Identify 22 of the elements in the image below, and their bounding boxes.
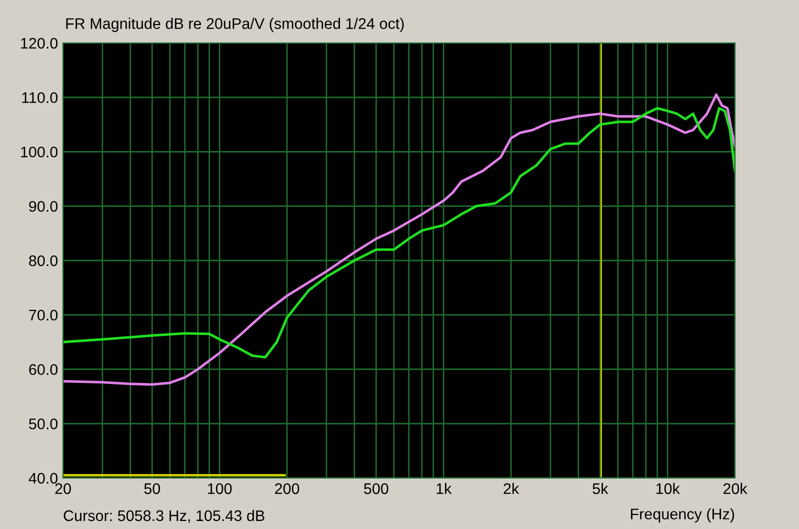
x-tick-label: 20 <box>55 483 71 494</box>
y-tick-label: 60.0 <box>29 364 58 375</box>
x-tick-label: 500 <box>364 483 388 494</box>
y-tick-label: 80.0 <box>29 255 58 266</box>
text: Cursor: 5058.3 Hz, 105.43 dB <box>64 510 264 523</box>
y-tick-label: 110.0 <box>22 92 58 104</box>
x-tick-label: 2k <box>504 482 520 494</box>
x-tick-label: 200 <box>275 483 300 494</box>
x-tick-label: 1k <box>436 482 452 494</box>
y-tick-label: 50.0 <box>29 418 58 430</box>
x-tick-label: 50 <box>144 483 160 494</box>
x-tick-label: 5k <box>592 482 608 494</box>
y-tick-label: 120.0 <box>21 38 58 49</box>
y-tick-label: 90.0 <box>29 200 58 212</box>
x-axis-title: Frequency (Hz) <box>630 508 734 522</box>
x-tick-label: 20k <box>723 482 748 494</box>
x-tick-label: 10k <box>656 482 680 494</box>
y-tick-label: 70.0 <box>29 310 58 321</box>
y-tick-label: 100.0 <box>21 146 58 158</box>
x-tick-label: 100 <box>208 483 232 494</box>
chart-title: FR Magnitude dB re 20uPa/V (smoothed 1/24 oct) <box>66 18 404 32</box>
y-tick-label: 40.0 <box>28 472 58 484</box>
